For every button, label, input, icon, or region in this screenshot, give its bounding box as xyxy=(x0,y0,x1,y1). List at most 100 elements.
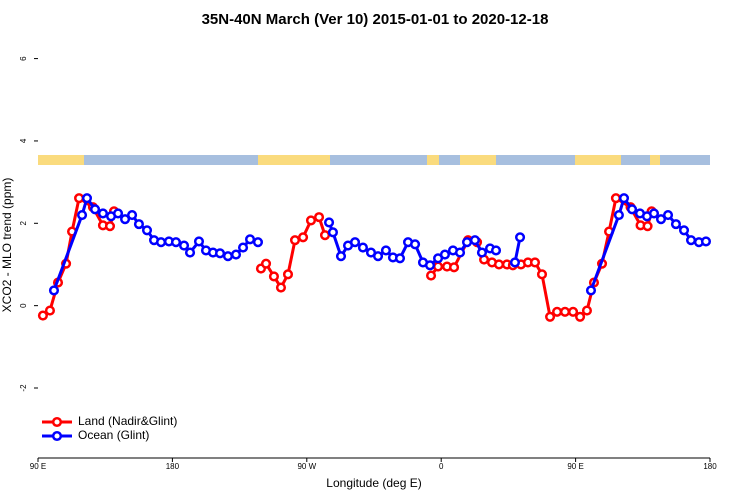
data-point xyxy=(490,245,502,256)
data-point xyxy=(433,261,444,272)
data-point xyxy=(642,221,653,232)
data-point xyxy=(193,236,205,247)
data-point xyxy=(289,235,301,246)
data-point xyxy=(324,217,335,228)
data-point xyxy=(493,259,505,270)
data-point xyxy=(357,242,368,253)
ocean-strip xyxy=(38,155,710,165)
data-point xyxy=(439,249,450,260)
chart-title: 35N-40N March (Ver 10) 2015-01-01 to 202… xyxy=(202,11,549,28)
data-point xyxy=(454,247,466,258)
y-tick-label: -2 xyxy=(19,384,28,392)
data-point xyxy=(700,236,712,247)
land-strip xyxy=(650,155,660,165)
data-point xyxy=(626,204,638,215)
data-point xyxy=(410,239,421,250)
data-point xyxy=(685,235,697,246)
data-point xyxy=(77,210,88,221)
data-point xyxy=(275,282,287,293)
data-point xyxy=(662,210,674,221)
data-point xyxy=(44,305,55,316)
data-point xyxy=(335,251,347,262)
data-point xyxy=(648,208,660,219)
y-tick-label: 6 xyxy=(19,56,28,61)
legend-label: Land (Nadir&Glint) xyxy=(78,414,177,428)
data-point xyxy=(536,269,548,280)
y-axis-label: XCO2 - MLO trend (ppm) xyxy=(0,178,14,313)
data-point xyxy=(305,215,317,226)
y-tick-label: 4 xyxy=(19,138,28,143)
data-point xyxy=(141,225,153,236)
data-point xyxy=(613,210,624,221)
data-point xyxy=(237,242,249,253)
data-point xyxy=(610,193,621,204)
x-tick-label: 180 xyxy=(703,462,717,471)
data-point xyxy=(568,306,579,317)
data-point xyxy=(156,237,167,248)
data-point xyxy=(461,237,473,248)
data-point xyxy=(120,214,131,225)
data-point xyxy=(448,262,460,273)
data-point xyxy=(380,245,391,256)
data-point xyxy=(37,310,48,321)
data-point xyxy=(214,248,226,259)
data-point xyxy=(245,234,256,245)
data-point xyxy=(618,193,630,204)
data-point xyxy=(112,208,124,219)
data-point xyxy=(545,311,556,322)
x-tick-label: 90 E xyxy=(567,462,583,471)
data-point xyxy=(575,311,586,322)
data-point xyxy=(552,306,563,317)
land-strip xyxy=(575,155,621,165)
land-strip xyxy=(38,155,84,165)
data-point xyxy=(97,208,109,219)
x-tick-label: 180 xyxy=(166,462,180,471)
data-point xyxy=(282,269,294,280)
land-strip xyxy=(460,155,496,165)
data-point xyxy=(133,219,144,230)
data-point xyxy=(425,270,437,281)
data-point xyxy=(170,237,182,248)
x-tick-label: 0 xyxy=(439,462,444,471)
data-point xyxy=(260,258,272,269)
data-point xyxy=(222,251,234,262)
data-point xyxy=(313,212,325,223)
data-point xyxy=(529,257,541,268)
data-point xyxy=(476,247,488,258)
data-point xyxy=(581,305,592,316)
data-point xyxy=(394,253,406,264)
data-point xyxy=(372,251,384,262)
data-point xyxy=(585,285,597,296)
data-point xyxy=(514,232,526,243)
x-axis-label: Longitude (deg E) xyxy=(326,476,421,490)
land-mask xyxy=(38,155,710,165)
data-point xyxy=(469,235,480,246)
data-point xyxy=(349,237,361,248)
data-point xyxy=(298,232,309,243)
x-tick-label: 90 E xyxy=(30,462,46,471)
data-point xyxy=(327,227,338,238)
data-point xyxy=(127,210,138,221)
data-point xyxy=(559,306,571,317)
data-point xyxy=(319,230,331,241)
x-tick-label: 90 W xyxy=(297,462,316,471)
data-point xyxy=(509,257,521,268)
data-point xyxy=(670,219,682,230)
legend-marker xyxy=(51,416,63,428)
y-tick-label: 0 xyxy=(19,303,28,308)
data-point xyxy=(252,237,264,248)
land-strip xyxy=(427,155,439,165)
land-strip xyxy=(258,155,330,165)
data-point xyxy=(104,221,116,232)
data-point xyxy=(74,193,85,204)
data-point xyxy=(178,240,190,251)
data-point xyxy=(89,204,101,215)
legend-label: Ocean (Glint) xyxy=(78,428,149,442)
y-tick-label: 2 xyxy=(19,221,28,226)
data-point xyxy=(184,247,196,258)
data-point xyxy=(678,225,690,236)
data-point xyxy=(48,285,60,296)
data-point xyxy=(81,193,93,204)
data-point xyxy=(230,249,242,260)
